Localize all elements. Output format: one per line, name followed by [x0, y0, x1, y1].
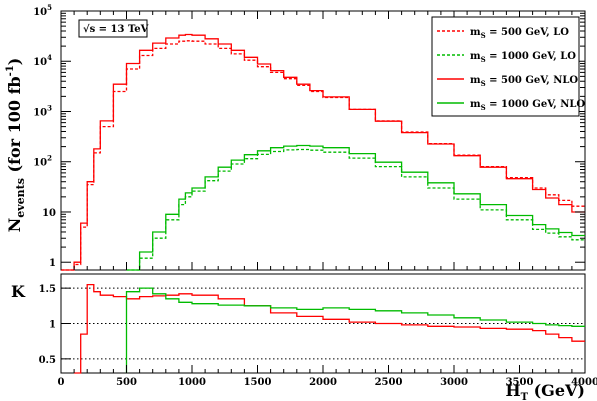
energy-annotation-box	[78, 19, 148, 38]
legend-entry: mS = 500 GeV, LO	[470, 27, 569, 40]
legend-entry: mS = 1000 GeV, LO	[470, 51, 576, 64]
main-y-axis-title: Nevents (for 100 fb-1)	[5, 58, 27, 233]
ratio-y-ticks: 0.5 1 1.5	[39, 284, 71, 366]
x-axis-title: HT (GeV)	[505, 381, 585, 401]
main-y-tick-label: 1	[49, 258, 56, 269]
x-tick-label: 4000	[571, 377, 597, 388]
ratio-y-axis-title: K	[11, 282, 26, 301]
y-title-close: )	[5, 58, 24, 66]
ratio-series-line-1	[125, 287, 585, 373]
main-series-group	[61, 33, 585, 271]
legend-entry: mS = 1000 GeV, NLO	[470, 99, 585, 112]
y-title-sub: events	[14, 178, 27, 218]
x-tick-label: 2000	[309, 377, 337, 388]
x-title-main: H	[505, 381, 520, 400]
ratio-y-tick-label: 0.5	[39, 355, 56, 366]
ratio-x-ticks: 0 500 1000 1500 2000 2500 3000 3500 4000	[58, 365, 597, 388]
x-tick-label: 500	[116, 377, 137, 388]
legend-box	[431, 16, 580, 117]
main-series-line-3	[126, 144, 585, 271]
x-tick-label: 1000	[178, 377, 206, 388]
ratio-y-tick-label: 1.5	[39, 284, 56, 295]
energy-annotation: √s = 13 TeV	[83, 23, 149, 35]
svg-text:Nevents (for 100 fb-1): Nevents (for 100 fb-1)	[5, 58, 27, 233]
main-y-tick-label: 10	[42, 208, 56, 219]
legend-entry: mS = 500 GeV, NLO	[470, 75, 578, 88]
x-tick-label: 3500	[506, 377, 534, 388]
x-tick-label: 3000	[440, 377, 468, 388]
ratio-y-tick-label: 1	[49, 320, 56, 331]
main-y-tick-label: 103	[33, 103, 52, 118]
ratio-series-group	[74, 283, 585, 374]
y-title-sup: -1	[5, 65, 16, 76]
main-y-ticks: 1 10 102 103 104 105	[33, 3, 585, 269]
main-x-ticks	[60, 11, 586, 270]
y-title-rest: (for 100 fb	[5, 76, 24, 178]
main-y-tick-label: 102	[33, 154, 52, 169]
x-title-sub: T	[521, 392, 529, 401]
x-tick-label: 0	[58, 377, 65, 388]
main-series-line-1	[126, 148, 585, 271]
x-tick-label: 2500	[375, 377, 403, 388]
legend: mS = 500 GeV, LO mS = 1000 GeV, LO mS = 50…	[437, 27, 585, 112]
ratio-reference-lines	[61, 287, 585, 360]
main-y-tick-label: 105	[33, 3, 52, 18]
x-tick-label: 1500	[244, 377, 272, 388]
y-title-main: N	[5, 218, 24, 233]
ratio-series-line-0	[74, 283, 585, 374]
x-title-rest: (GeV)	[528, 381, 585, 400]
main-series-line-2	[61, 33, 585, 271]
main-y-tick-label: 104	[33, 53, 52, 68]
